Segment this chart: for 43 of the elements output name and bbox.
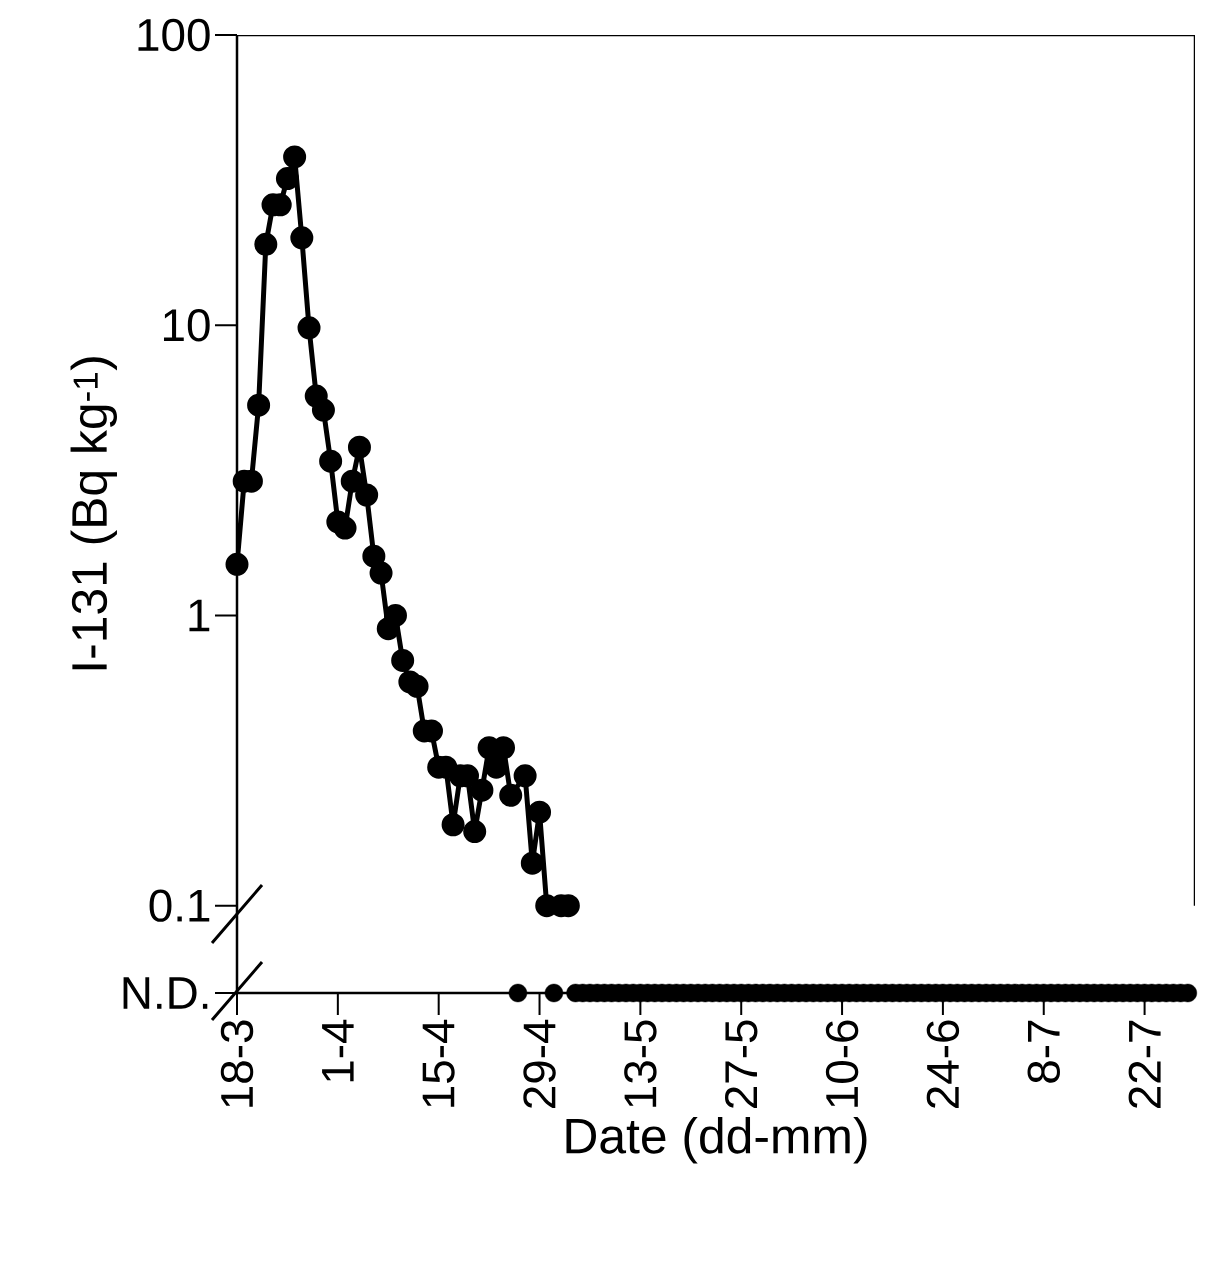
point <box>275 167 299 191</box>
point <box>470 778 494 802</box>
y-tick-label: 100 <box>138 18 210 52</box>
point <box>225 552 249 576</box>
y-tick-label: 1 <box>189 599 210 632</box>
point <box>513 764 537 788</box>
point <box>290 226 314 250</box>
y-axis-title: I-131 (Bq kg$^{-1}$) <box>70 357 117 670</box>
y-tick-label: 0.1 <box>149 889 210 922</box>
x-tick-label: 13-5 <box>624 1020 657 1107</box>
point <box>340 469 364 493</box>
point <box>499 783 523 807</box>
point <box>283 145 307 169</box>
point <box>484 755 508 779</box>
point <box>463 820 487 844</box>
point <box>528 800 552 824</box>
x-tick-label: 22-7 <box>1128 1020 1161 1108</box>
point <box>383 603 407 627</box>
point <box>405 674 429 698</box>
point <box>297 316 321 340</box>
point <box>319 449 343 473</box>
point <box>369 561 393 585</box>
x-tick-label: 18-3 <box>220 1020 254 1107</box>
point <box>362 544 386 568</box>
x-tick-label: 8-7 <box>1027 1020 1060 1083</box>
x-tick-label: 27-5 <box>724 1020 758 1108</box>
point <box>391 648 415 672</box>
x-axis-title: Date (dd-mm) <box>566 1117 867 1164</box>
y-tick-label: N.D. <box>123 977 208 1009</box>
point <box>311 398 335 422</box>
x-tick-label: 15-4 <box>422 1019 455 1107</box>
x-tick-label: 29-4 <box>523 1019 556 1108</box>
point <box>254 232 278 256</box>
y-tick-label: 10 <box>163 308 210 342</box>
point <box>247 393 271 417</box>
point <box>347 435 371 459</box>
x-tick-label: 10-6 <box>825 1020 859 1107</box>
point <box>355 483 379 507</box>
x-tick-label: 1-4 <box>322 1019 354 1082</box>
point <box>333 516 357 540</box>
point <box>520 851 544 875</box>
point <box>441 813 465 837</box>
x-tick-label: 24-6 <box>926 1020 960 1108</box>
